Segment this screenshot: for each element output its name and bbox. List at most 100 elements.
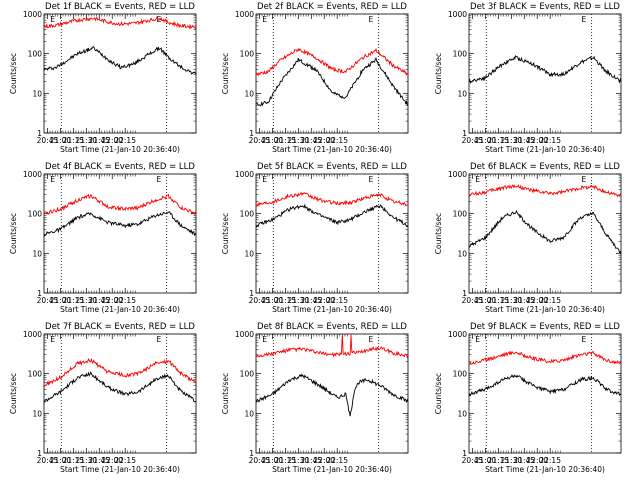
- x-tick-label: 21:45: [300, 136, 322, 145]
- x-tick-label: 21:45: [513, 296, 535, 305]
- event-marker-label: E: [262, 175, 267, 184]
- chart-title: Det 4f BLACK = Events, RED = LLD: [45, 162, 195, 172]
- lld-series-line: [43, 357, 197, 388]
- x-tick-label: 21:45: [88, 136, 110, 145]
- y-tick-label: 1: [37, 129, 42, 138]
- event-marker-label: E: [368, 15, 373, 24]
- y-tick-label: 100: [453, 50, 468, 59]
- x-tick-label: 22:15: [114, 136, 136, 145]
- x-tick-label: 21:30: [501, 296, 523, 305]
- x-tick-label: 21:45: [88, 456, 110, 465]
- x-tick-label: 21:45: [513, 136, 535, 145]
- event-marker-label: E: [156, 15, 161, 24]
- y-axis-label: Counts/sec: [434, 373, 443, 414]
- x-tick-label: 21:30: [501, 456, 523, 465]
- y-axis-label: Counts/sec: [221, 373, 230, 414]
- y-axis-label: Counts/sec: [221, 213, 230, 254]
- lld-series-line: [255, 333, 409, 359]
- chart-panel-9: Det 9f BLACK = Events, RED = LLD 1 10 100 10…: [434, 322, 622, 474]
- x-tick-label: 22:00: [101, 296, 123, 305]
- x-tick-label: 21:00: [475, 296, 497, 305]
- y-tick-label: 1: [462, 449, 467, 458]
- y-tick-label: 1: [462, 129, 467, 138]
- plot-frame: [468, 333, 622, 454]
- x-tick-label: 22:00: [313, 136, 335, 145]
- x-tick-label: 21:30: [288, 136, 310, 145]
- y-tick-label: 10: [32, 89, 42, 98]
- x-tick-label: 22:00: [526, 136, 548, 145]
- event-marker-label: E: [475, 335, 480, 344]
- x-tick-label: 21:15: [275, 456, 297, 465]
- y-tick-label: 1000: [23, 10, 42, 19]
- y-tick-label: 10: [244, 249, 254, 258]
- y-tick-label: 1: [249, 449, 254, 458]
- y-tick-label: 1: [249, 129, 254, 138]
- x-axis-label: Start Time (21-Jan-10 20:36:40): [485, 145, 605, 154]
- y-tick-label: 100: [240, 50, 255, 59]
- chart-panel-5: Det 5f BLACK = Events, RED = LLD 1 10 100 10…: [221, 162, 409, 314]
- x-tick-label: 20:45: [462, 456, 484, 465]
- y-tick-label: 1000: [23, 330, 42, 339]
- event-marker-label: E: [368, 335, 373, 344]
- chart-panel-4: Det 4f BLACK = Events, RED = LLD 1 10 100 10…: [9, 162, 197, 314]
- x-tick-label: 22:15: [326, 136, 348, 145]
- x-tick-label: 21:45: [300, 296, 322, 305]
- plot-frame: [43, 173, 197, 294]
- x-tick-label: 20:45: [249, 136, 271, 145]
- x-tick-label: 21:30: [501, 136, 523, 145]
- events-series-line: [43, 211, 197, 237]
- chart-title: Det 5f BLACK = Events, RED = LLD: [257, 162, 407, 172]
- x-tick-label: 21:30: [288, 456, 310, 465]
- x-tick-label: 21:00: [262, 136, 284, 145]
- y-tick-label: 1: [249, 289, 254, 298]
- x-tick-label: 21:30: [288, 296, 310, 305]
- x-tick-label: 20:45: [462, 136, 484, 145]
- y-tick-label: 10: [244, 89, 254, 98]
- event-marker-label: E: [262, 15, 267, 24]
- chart-title: Det 3f BLACK = Events, RED = LLD: [470, 2, 620, 12]
- x-axis-label: Start Time (21-Jan-10 20:36:40): [272, 145, 392, 154]
- y-tick-label: 1: [37, 289, 42, 298]
- x-axis-label: Start Time (21-Jan-10 20:36:40): [272, 465, 392, 474]
- x-axis-label: Start Time (21-Jan-10 20:36:40): [485, 465, 605, 474]
- x-tick-label: 21:45: [88, 296, 110, 305]
- y-tick-label: 10: [244, 409, 254, 418]
- plot-frame: [43, 333, 197, 454]
- y-axis-label: Counts/sec: [9, 213, 18, 254]
- y-tick-label: 1000: [23, 170, 42, 179]
- chart-panel-8: Det 8f BLACK = Events, RED = LLD 1 10 100 10…: [221, 322, 409, 474]
- y-tick-label: 1000: [235, 330, 254, 339]
- y-tick-label: 1: [37, 449, 42, 458]
- x-tick-label: 22:15: [326, 296, 348, 305]
- y-tick-label: 10: [457, 409, 467, 418]
- x-tick-label: 22:15: [114, 456, 136, 465]
- y-tick-label: 100: [240, 210, 255, 219]
- x-tick-label: 21:30: [76, 136, 98, 145]
- y-tick-label: 1000: [448, 170, 467, 179]
- plot-frame: [43, 13, 197, 134]
- event-marker-label: E: [581, 175, 586, 184]
- chart-panel-6: Det 6f BLACK = Events, RED = LLD 1 10 100 10…: [434, 162, 622, 314]
- event-marker-label: E: [50, 15, 55, 24]
- chart-panel-3: Det 3f BLACK = Events, RED = LLD 1 10 100 10…: [434, 2, 622, 154]
- y-tick-label: 100: [240, 370, 255, 379]
- x-tick-label: 21:00: [262, 456, 284, 465]
- y-tick-label: 10: [32, 409, 42, 418]
- x-tick-label: 22:15: [539, 136, 561, 145]
- y-tick-label: 1: [462, 289, 467, 298]
- x-tick-label: 20:45: [249, 456, 271, 465]
- x-tick-label: 21:45: [513, 456, 535, 465]
- event-marker-label: E: [581, 15, 586, 24]
- events-series-line: [256, 56, 409, 107]
- lld-series-line: [468, 184, 622, 198]
- y-tick-label: 100: [28, 370, 43, 379]
- x-tick-label: 21:00: [50, 136, 72, 145]
- chart-title: Det 9f BLACK = Events, RED = LLD: [470, 322, 620, 332]
- y-tick-label: 10: [457, 89, 467, 98]
- y-tick-label: 100: [28, 50, 43, 59]
- x-tick-label: 21:00: [475, 456, 497, 465]
- event-marker-label: E: [156, 335, 161, 344]
- lld-series-line: [43, 193, 197, 216]
- x-tick-label: 21:15: [488, 456, 510, 465]
- y-tick-label: 1000: [235, 10, 254, 19]
